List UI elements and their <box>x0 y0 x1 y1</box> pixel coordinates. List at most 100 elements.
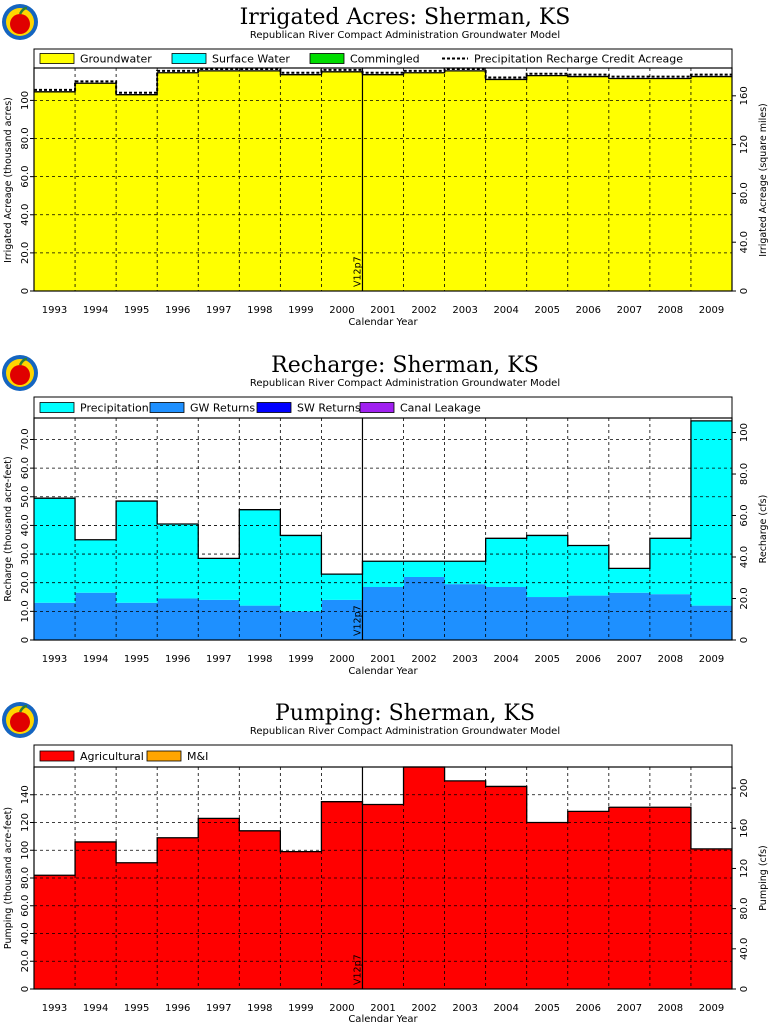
x-tick-label: 2000 <box>329 1003 354 1014</box>
axes: 0 10.0 20.0 30.0 40.0 50.0 60.0 70.0 0 20.0 40.0 60… <box>20 417 750 665</box>
x-tick-label: 1998 <box>247 1003 272 1014</box>
y-tick-label: 0 <box>20 288 31 294</box>
bar-agricultural-2007 <box>608 807 651 989</box>
x-tick-label: 2002 <box>411 654 436 665</box>
y-tick-label: 70.0 <box>20 428 31 450</box>
bar-agricultural-1997 <box>198 818 240 989</box>
legend-swatch <box>171 53 207 64</box>
y2-tick-label: 100 <box>739 423 750 442</box>
bar-precipitation-2000 <box>321 574 363 600</box>
y2-tick-label: 60.0 <box>739 504 750 526</box>
bar-precipitation-2003 <box>444 561 487 585</box>
legend-label: Surface Water <box>212 53 290 66</box>
x-tick-label: 2006 <box>576 305 601 316</box>
bar-agricultural-1993 <box>34 875 76 989</box>
bar-groundwater-2005 <box>526 75 569 291</box>
x-tick-label: 1994 <box>83 654 108 665</box>
legend-label: Commingled <box>350 53 420 66</box>
bar-precipitation-2002 <box>403 561 445 577</box>
bar-gw-returns-2001 <box>362 587 404 640</box>
bar-precipitation-1999 <box>280 535 322 612</box>
chart-subtitle: Republican River Compact Administration … <box>250 726 560 737</box>
y-tick-label: 60.0 <box>20 166 31 188</box>
bar-gw-returns-2003 <box>444 584 487 640</box>
bar-groundwater-1998 <box>239 70 281 291</box>
bar-groundwater-2007 <box>608 78 651 291</box>
bar-groundwater-2003 <box>444 70 487 291</box>
y-tick-label: 100 <box>20 91 31 110</box>
bar-agricultural-2008 <box>649 807 692 989</box>
y2-tick-label: 120 <box>739 859 750 878</box>
bar-precipitation-2006 <box>567 545 610 596</box>
bar-precipitation-1998 <box>239 509 281 606</box>
bar-agricultural-1994 <box>75 841 117 989</box>
y2-tick-label: 160 <box>739 86 750 105</box>
bar-groundwater-1997 <box>198 70 240 291</box>
bar-precipitation-2009 <box>690 420 733 606</box>
bar-agricultural-2000 <box>321 801 363 989</box>
bar-gw-returns-2009 <box>690 605 733 640</box>
y-tick-label: 0 <box>20 637 31 643</box>
plot-frame <box>33 417 733 641</box>
bar-agricultural-2004 <box>485 786 528 989</box>
plot-frame <box>33 67 733 292</box>
x-tick-label: 2001 <box>370 654 395 665</box>
y2-tick-label: 80.0 <box>739 463 750 485</box>
y-tick-label: 0 <box>20 986 31 992</box>
y2-tick-label: 80.0 <box>739 182 750 204</box>
legend-label: SW Returns <box>297 402 361 415</box>
y2-tick-label: 40.0 <box>739 231 750 253</box>
y2-tick-label: 200 <box>739 779 750 798</box>
y-tick-label: 40.0 <box>20 204 31 226</box>
y-tick-label: 80.0 <box>20 867 31 889</box>
x-tick-label: 2006 <box>576 1003 601 1014</box>
y-tick-label: 40.0 <box>20 514 31 536</box>
legend-label: Groundwater <box>80 53 152 66</box>
x-tick-label: 2003 <box>452 1003 477 1014</box>
bar-precipitation-1997 <box>198 558 240 600</box>
legend: Groundwater Surface Water Commingled Precip… <box>39 53 683 66</box>
y2-axis-label: Pumping (cfs) <box>758 845 768 911</box>
version-stamp: V12p7 <box>352 605 363 636</box>
bar-precipitation-1994 <box>75 539 117 593</box>
x-tick-label: 2004 <box>493 305 518 316</box>
bar-groundwater-2002 <box>403 72 445 291</box>
x-axis-label: Calendar Year <box>348 666 418 677</box>
bar-gw-returns-1994 <box>75 592 117 640</box>
bar-agricultural-2009 <box>690 848 733 989</box>
version-stamp: V12p7 <box>352 954 363 985</box>
legend-swatch <box>309 53 345 64</box>
bar-agricultural-2006 <box>567 811 610 989</box>
legend-swatch <box>39 402 75 413</box>
y-tick-label: 20.0 <box>20 950 31 972</box>
x-tick-label: 2000 <box>329 305 354 316</box>
y2-tick-label: 0 <box>739 986 750 992</box>
chart-title: Recharge: Sherman, KS <box>271 353 539 378</box>
x-tick-label: 1994 <box>83 305 108 316</box>
bar-gw-returns-2007 <box>608 592 651 640</box>
legend-swatch <box>359 402 395 413</box>
bar-groundwater-2006 <box>567 76 610 291</box>
legend-label: Precipitation Recharge Credit Acreage <box>474 53 683 66</box>
bar-precipitation-2008 <box>649 538 692 595</box>
x-tick-label: 2009 <box>699 654 724 665</box>
y-axis-label: Pumping (thousand acre-feet) <box>3 807 14 949</box>
x-tick-label: 2005 <box>535 654 560 665</box>
bar-agricultural-2001 <box>362 804 404 989</box>
x-tick-label: 1997 <box>206 654 231 665</box>
bar-agricultural-1998 <box>239 830 281 989</box>
x-tick-label: 2002 <box>411 1003 436 1014</box>
axes: 0 20.0 40.0 60.0 80.0 100 120 140 0 40.0 80.0 120 16… <box>20 766 750 1014</box>
x-tick-label: 2004 <box>493 1003 518 1014</box>
bar-groundwater-2008 <box>649 78 692 291</box>
apple-logo-icon <box>2 4 38 40</box>
bar-precipitation-1995 <box>116 501 158 603</box>
x-tick-label: 1997 <box>206 305 231 316</box>
y2-tick-label: 0 <box>739 288 750 294</box>
x-tick-label: 1993 <box>42 1003 67 1014</box>
x-tick-label: 1996 <box>165 1003 190 1014</box>
legend-label: GW Returns <box>190 402 255 415</box>
bar-agricultural-2003 <box>444 780 487 989</box>
legend-label: Precipitation <box>80 402 149 415</box>
